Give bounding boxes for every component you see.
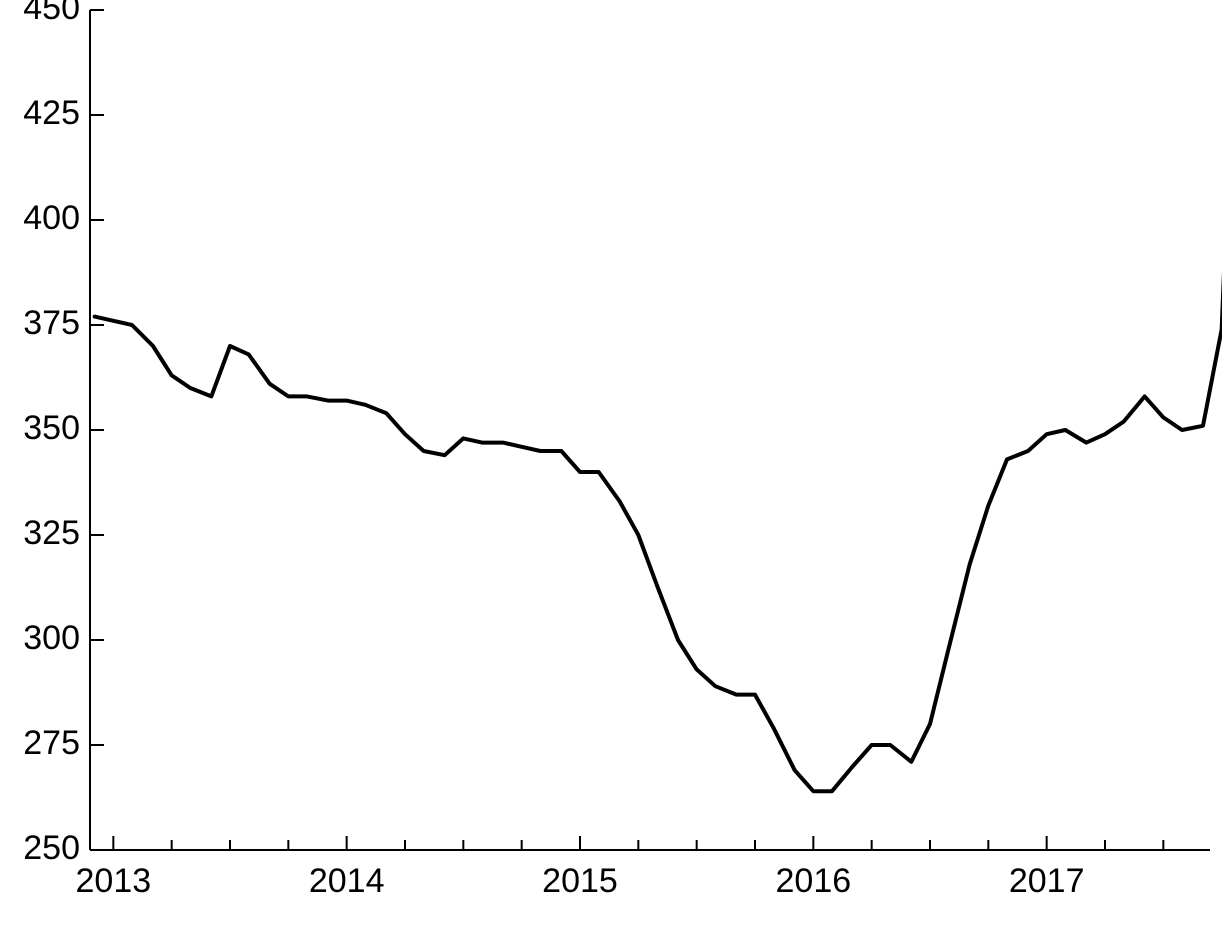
y-tick-label: 350 [23, 409, 80, 447]
chart-container: 250 275 300 325 350 375 400 425 450 2013 2014 2015 2… [0, 0, 1222, 930]
x-tick-label: 2013 [76, 862, 152, 900]
x-tick-label: 2017 [1009, 862, 1085, 900]
y-tick-label: 300 [23, 619, 80, 657]
y-tick-label: 375 [23, 304, 80, 342]
y-tick-label: 325 [23, 514, 80, 552]
line-chart: 250 275 300 325 350 375 400 425 450 2013 2014 2015 2… [0, 0, 1222, 930]
x-tick-label: 2014 [309, 862, 385, 900]
y-tick-label: 400 [23, 199, 80, 237]
x-tick-label: 2016 [776, 862, 852, 900]
x-tick-label: 2015 [542, 862, 618, 900]
y-tick-label: 425 [23, 94, 80, 132]
y-tick-label: 450 [23, 0, 80, 27]
y-tick-label: 275 [23, 724, 80, 762]
y-tick-label: 250 [23, 829, 80, 867]
